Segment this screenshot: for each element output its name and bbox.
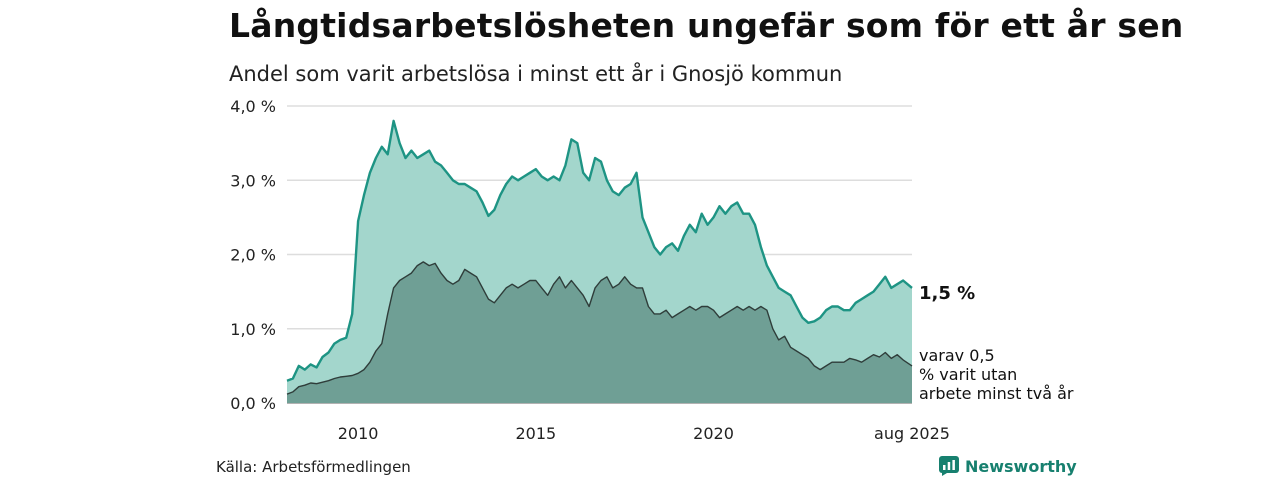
two-year-series-area xyxy=(287,261,912,403)
series-end-labels: 1,5 % varav 0,5% varit utan arbete minst t… xyxy=(919,283,1074,403)
y-tick-label: 1,0 % xyxy=(230,320,276,339)
y-tick-label: 2,0 % xyxy=(230,246,276,265)
chart-title: Långtidsarbetslösheten ungefär som för e… xyxy=(229,6,1184,45)
y-tick-label: 0,0 % xyxy=(230,394,276,413)
x-tick-label: aug 2025 xyxy=(874,424,950,443)
y-tick-label: 3,0 % xyxy=(230,171,276,190)
end-label-two-year: varav 0,5% varit utan arbete minst två år xyxy=(919,346,1074,403)
total-series-line xyxy=(286,119,913,382)
brand-logo: Newsworthy xyxy=(939,456,1077,476)
x-tick-label: 2010 xyxy=(338,424,379,443)
brand-name: Newsworthy xyxy=(965,456,1077,476)
x-tick-label: 2020 xyxy=(693,424,734,443)
y-tick-label: 4,0 % xyxy=(230,97,276,116)
source-note: Källa: Arbetsförmedlingen xyxy=(216,458,411,476)
axes: 0,0 % 1,0 % 2,0 % 3,0 % 4,0 % 2010 2015 2020 aug… xyxy=(230,97,950,443)
two-year-series-line xyxy=(286,261,913,395)
area-series xyxy=(286,119,913,404)
x-tick-label: 2015 xyxy=(515,424,556,443)
chart-subtitle: Andel som varit arbetslösa i minst ett å… xyxy=(229,62,843,86)
bar-chart-icon xyxy=(939,456,959,476)
end-label-total: 1,5 % xyxy=(919,283,975,304)
